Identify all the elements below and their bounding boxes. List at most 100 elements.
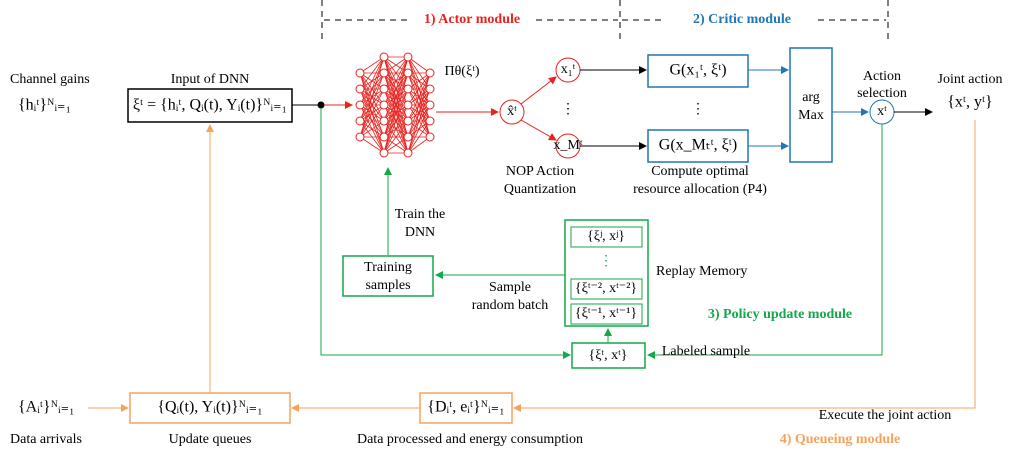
label: random batch bbox=[472, 298, 549, 313]
nn-neuron bbox=[403, 68, 413, 78]
nn-edge bbox=[407, 120, 431, 154]
caption: Quantization bbox=[504, 182, 576, 197]
nn-neuron bbox=[355, 68, 365, 78]
formula: xᵗ bbox=[877, 104, 887, 119]
nn-edge bbox=[383, 56, 409, 122]
nn-edge bbox=[383, 88, 409, 154]
nn-neuron bbox=[379, 116, 389, 126]
nn-edge bbox=[359, 88, 385, 138]
module-divider bbox=[321, 0, 889, 40]
formula: {hᵢᵗ}ᴺᵢ₌₁ bbox=[18, 97, 71, 114]
nn-edge bbox=[407, 136, 431, 154]
module-label: 2) Critic module bbox=[693, 12, 791, 27]
nn-neuron bbox=[425, 116, 435, 126]
ellipsis: ⋮ bbox=[561, 102, 575, 117]
nn-edge bbox=[383, 56, 409, 90]
nn-neuron bbox=[425, 84, 435, 94]
formula: {Qᵢ(t), Yᵢ(t)}ᴺᵢ₌₁ bbox=[157, 399, 262, 416]
arrow bbox=[520, 76, 557, 105]
label: Execute the joint action bbox=[819, 408, 952, 423]
nn-edge bbox=[407, 72, 431, 122]
label: arg bbox=[802, 90, 820, 105]
node bbox=[499, 99, 525, 125]
nn-edge bbox=[407, 72, 431, 154]
label: Max bbox=[798, 108, 824, 123]
nn-neuron bbox=[425, 100, 435, 110]
nn-edge bbox=[359, 56, 385, 90]
nn-edge bbox=[359, 56, 385, 138]
nn-neuron bbox=[379, 100, 389, 110]
nn-neuron bbox=[355, 132, 365, 142]
nn-edge bbox=[407, 104, 431, 154]
nn-edge bbox=[359, 72, 385, 138]
formula: {Aᵢᵗ}ᴺᵢ₌₁ bbox=[18, 399, 75, 416]
arrow bbox=[513, 120, 976, 412]
label: Data arrivals bbox=[10, 432, 82, 447]
formula: x_Mᵗ bbox=[553, 138, 582, 153]
nn-edge bbox=[383, 56, 409, 74]
replay-memory bbox=[564, 219, 649, 327]
arrow bbox=[320, 108, 571, 359]
nn-neuron bbox=[403, 100, 413, 110]
nn-neuron bbox=[355, 116, 365, 126]
nn-edge bbox=[359, 136, 385, 154]
nn-neuron bbox=[425, 68, 435, 78]
critic-box bbox=[647, 54, 749, 88]
label: Joint action bbox=[938, 72, 1003, 87]
nn-edge bbox=[359, 56, 385, 122]
nn-edge bbox=[359, 120, 385, 138]
formula: G(x_Mₜᵗ, ξᵗ) bbox=[659, 137, 737, 154]
label: DNN bbox=[405, 225, 435, 240]
nn-edge bbox=[359, 56, 385, 106]
label: Training bbox=[364, 260, 412, 275]
memory-entry bbox=[570, 226, 643, 248]
nn-edge bbox=[407, 56, 431, 74]
formula: {ξʲ, xʲ} bbox=[587, 229, 625, 244]
label: Update queues bbox=[169, 432, 252, 447]
formula: {ξᵗ⁻², xᵗ⁻²} bbox=[575, 281, 637, 296]
nn-edge bbox=[407, 88, 431, 154]
ellipsis: ⋮ bbox=[599, 254, 613, 269]
nn-neuron bbox=[403, 84, 413, 94]
label: Channel gains bbox=[10, 72, 90, 87]
formula: Πθ(ξᵗ) bbox=[444, 64, 479, 79]
nn-neuron bbox=[403, 52, 413, 62]
nn-neuron bbox=[403, 148, 413, 158]
formula: ξᵗ = {hᵢᵗ, Qᵢ(t), Yᵢ(t)}ᴺᵢ₌₁ bbox=[133, 97, 287, 114]
nn-edge bbox=[383, 104, 409, 154]
nn-edge bbox=[383, 72, 409, 154]
arrow bbox=[647, 124, 883, 359]
memory-entries: {ξʲ, xʲ} ⋮ {ξᵗ⁻², xᵗ⁻²} {ξᵗ⁻¹, xᵗ⁻¹} bbox=[570, 226, 643, 325]
formula: x̂ᵗ bbox=[507, 104, 517, 119]
nn-edge bbox=[383, 56, 409, 106]
caption: Compute optimal bbox=[651, 164, 749, 179]
caption: NOP Action bbox=[506, 164, 574, 179]
samples-box bbox=[342, 255, 434, 297]
module-label: 3) Policy update module bbox=[708, 307, 852, 322]
neural-network bbox=[355, 52, 435, 158]
arrow bbox=[520, 119, 557, 141]
nn-neuron bbox=[355, 84, 365, 94]
memory-entry bbox=[570, 303, 643, 325]
caption: resource allocation (P4) bbox=[633, 182, 767, 197]
nn-neuron bbox=[403, 132, 413, 142]
module-label: 1) Actor module bbox=[424, 12, 520, 27]
nn-neuron bbox=[379, 52, 389, 62]
junction bbox=[317, 101, 325, 109]
formula: G(x₁ᵗ, ξᵗ) bbox=[669, 62, 726, 79]
memory-entry bbox=[570, 278, 643, 300]
label: Action bbox=[863, 69, 901, 84]
formula: {Dᵢᵗ, eᵢᵗ}ᴺᵢ₌₁ bbox=[427, 399, 504, 416]
formula: {xᵗ, yᵗ} bbox=[947, 94, 992, 111]
label: selection bbox=[857, 86, 907, 101]
nn-edge bbox=[407, 72, 431, 106]
label: Labeled sample bbox=[662, 344, 750, 359]
formula: {ξᵗ, xᵗ} bbox=[588, 348, 627, 363]
nn-edge bbox=[383, 120, 409, 154]
nn-edge bbox=[359, 104, 385, 138]
nn-edge bbox=[383, 136, 409, 154]
formula: x₁ᵗ bbox=[561, 62, 576, 77]
label: samples bbox=[365, 278, 410, 293]
nn-neuron bbox=[425, 132, 435, 142]
